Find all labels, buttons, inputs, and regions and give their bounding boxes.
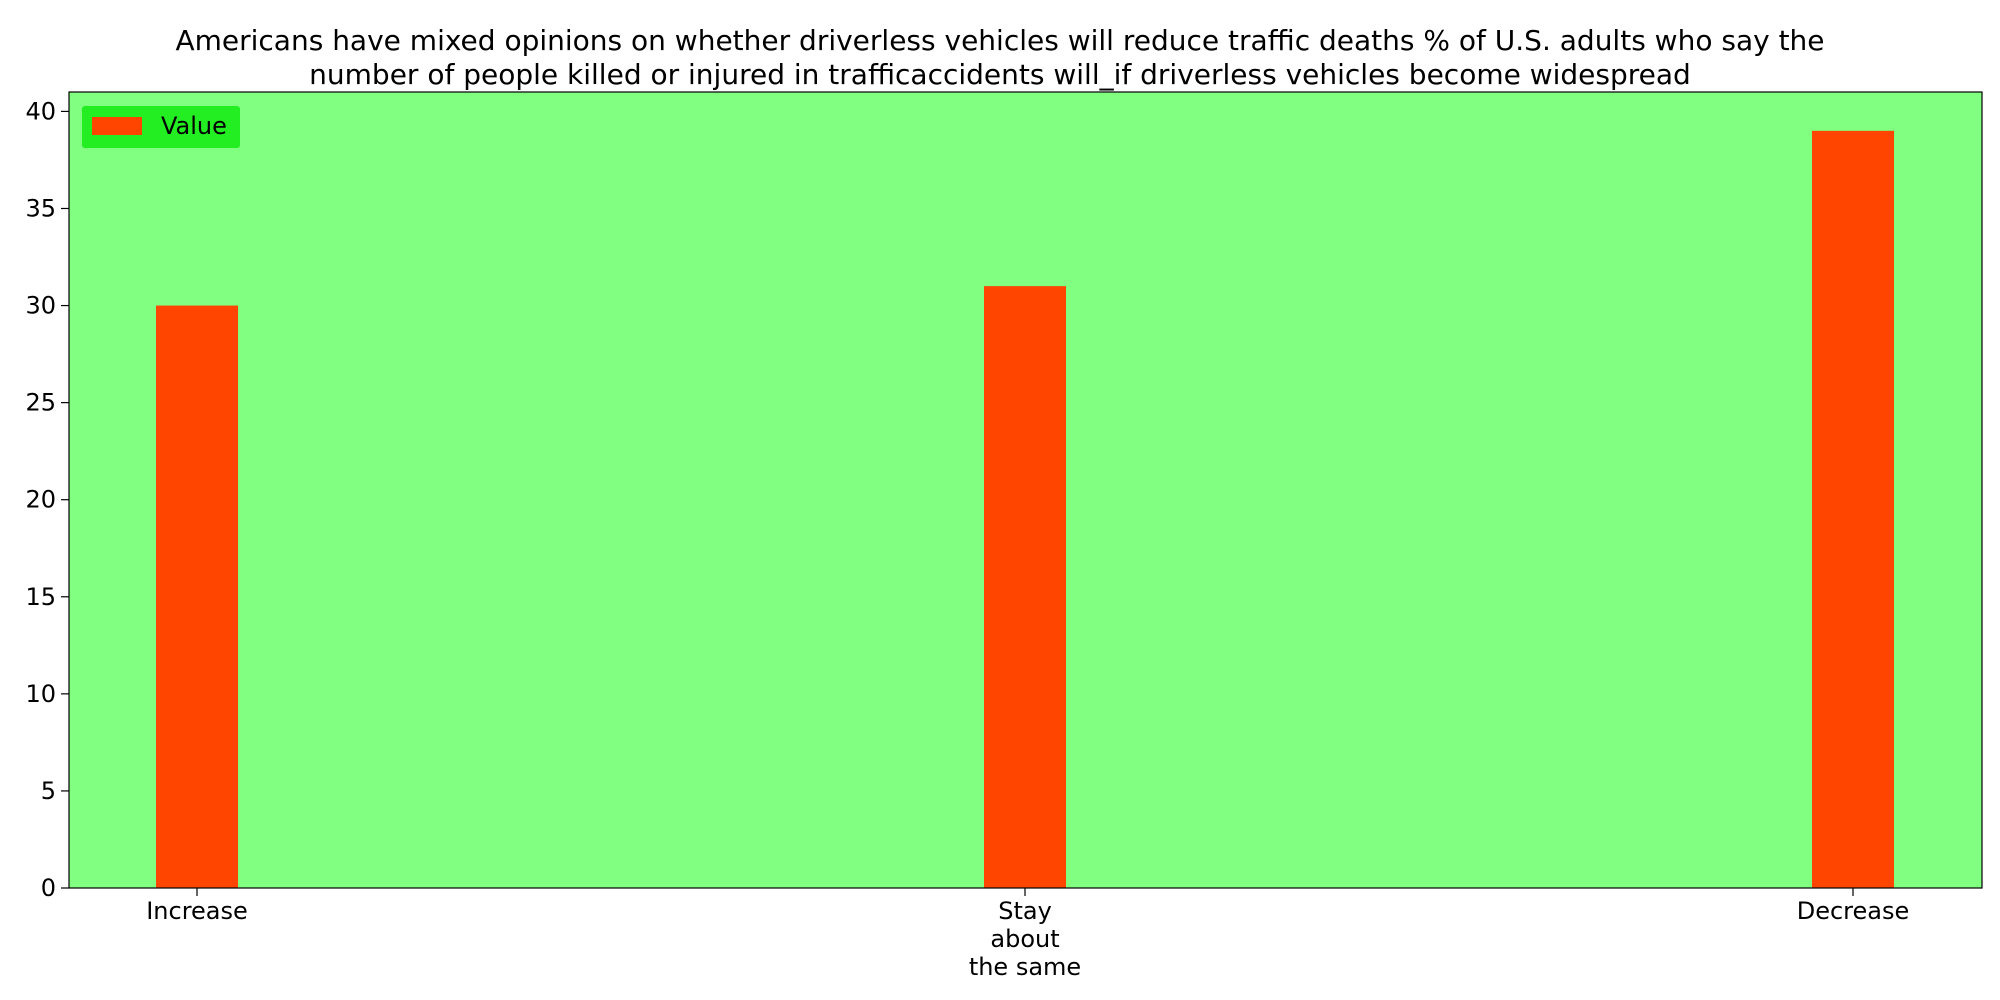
y-tick-label: 0: [41, 874, 56, 902]
x-tick-label: Stay about the same: [969, 897, 1081, 981]
chart-title-line: Americans have mixed opinions on whether…: [175, 24, 1824, 57]
y-tick-label: 30: [25, 292, 56, 320]
y-tick-label: 35: [25, 194, 56, 222]
y-tick-label: 25: [25, 389, 56, 417]
y-tick-label: 40: [25, 97, 56, 125]
x-tick-label-line: Increase: [146, 897, 248, 925]
legend: Value: [82, 106, 240, 148]
x-tick-label-line: about: [990, 925, 1059, 953]
y-tick-label: 20: [25, 486, 56, 514]
bar: [156, 305, 238, 888]
x-tick-label-line: Stay: [998, 897, 1052, 925]
legend-label: Value: [161, 112, 227, 140]
x-tick-label: Decrease: [1797, 897, 1910, 925]
x-axis-ticks: Increase Stay about the same Decrease: [146, 888, 1909, 981]
legend-swatch: [92, 117, 142, 135]
y-tick-label: 15: [25, 583, 56, 611]
bars: [156, 130, 1894, 888]
y-tick-label: 5: [41, 777, 56, 805]
x-tick-label-line: Decrease: [1797, 897, 1910, 925]
chart-title: Americans have mixed opinions on whether…: [175, 24, 1824, 91]
x-tick-label-line: the same: [969, 953, 1081, 981]
bar: [984, 286, 1066, 888]
legend-box: [82, 106, 240, 148]
y-tick-label: 10: [25, 680, 56, 708]
x-tick-label: Increase: [146, 897, 248, 925]
y-axis-ticks: 0 5 10 15 20 25 30 35 40: [25, 97, 69, 902]
bar: [1812, 130, 1894, 888]
chart-title-line: number of people killed or injured in tr…: [309, 58, 1691, 91]
